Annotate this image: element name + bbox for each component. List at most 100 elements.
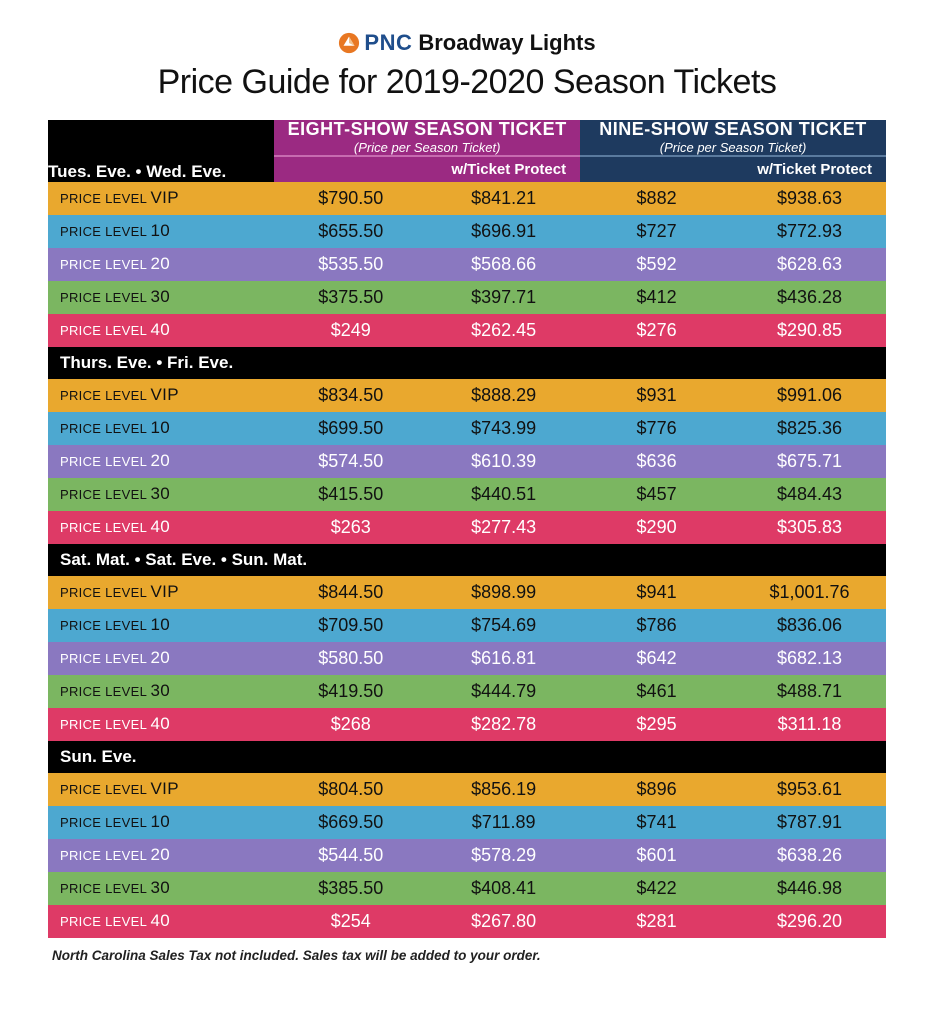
- level-value: VIP: [151, 385, 179, 404]
- price-cell: $682.13: [733, 642, 886, 675]
- section-heading-0: Tues. Eve. • Wed. Eve.: [48, 120, 274, 182]
- price-level-label: PRICE LEVEL 30: [48, 281, 274, 314]
- price-cell: $446.98: [733, 872, 886, 905]
- level-prefix: PRICE LEVEL: [60, 421, 151, 436]
- price-cell: $484.43: [733, 478, 886, 511]
- level-prefix: PRICE LEVEL: [60, 191, 151, 206]
- level-prefix: PRICE LEVEL: [60, 388, 151, 403]
- price-cell: $953.61: [733, 773, 886, 806]
- level-value: 40: [151, 517, 171, 536]
- price-level-label: PRICE LEVEL 10: [48, 609, 274, 642]
- price-level-label: PRICE LEVEL VIP: [48, 379, 274, 412]
- price-cell: $636: [580, 445, 733, 478]
- table-row: PRICE LEVEL 40$254$267.80$281$296.20: [48, 905, 886, 938]
- price-cell: $254: [274, 905, 427, 938]
- price-level-label: PRICE LEVEL 20: [48, 642, 274, 675]
- table-row: PRICE LEVEL 40$249$262.45$276$290.85: [48, 314, 886, 347]
- table-row: PRICE LEVEL 10$699.50$743.99$776$825.36: [48, 412, 886, 445]
- level-prefix: PRICE LEVEL: [60, 782, 151, 797]
- price-cell: $601: [580, 839, 733, 872]
- level-value: 40: [151, 714, 171, 733]
- table-row: PRICE LEVEL 30$385.50$408.41$422$446.98: [48, 872, 886, 905]
- level-value: VIP: [151, 188, 179, 207]
- level-value: 40: [151, 320, 171, 339]
- price-cell: $419.50: [274, 675, 427, 708]
- price-cell: $408.41: [427, 872, 580, 905]
- price-cell: $776: [580, 412, 733, 445]
- price-cell: $412: [580, 281, 733, 314]
- price-cell: $440.51: [427, 478, 580, 511]
- table-row: PRICE LEVEL 10$669.50$711.89$741$787.91: [48, 806, 886, 839]
- price-cell: $488.71: [733, 675, 886, 708]
- price-cell: $461: [580, 675, 733, 708]
- level-value: 20: [151, 254, 171, 273]
- table-row: PRICE LEVEL 40$263$277.43$290$305.83: [48, 511, 886, 544]
- section-heading-3: Sun. Eve.: [48, 741, 886, 773]
- price-cell: $754.69: [427, 609, 580, 642]
- price-cell: $834.50: [274, 379, 427, 412]
- level-prefix: PRICE LEVEL: [60, 290, 151, 305]
- price-cell: $436.28: [733, 281, 886, 314]
- level-prefix: PRICE LEVEL: [60, 323, 151, 338]
- price-cell: $444.79: [427, 675, 580, 708]
- price-cell: $931: [580, 379, 733, 412]
- level-value: 30: [151, 287, 171, 306]
- price-cell: $938.63: [733, 182, 886, 215]
- page-title: Price Guide for 2019-2020 Season Tickets: [48, 63, 886, 102]
- package-subtitle: (Price per Season Ticket): [580, 140, 886, 155]
- price-cell: $616.81: [427, 642, 580, 675]
- price-cell: $772.93: [733, 215, 886, 248]
- price-cell: $655.50: [274, 215, 427, 248]
- price-level-label: PRICE LEVEL 30: [48, 478, 274, 511]
- column-subheader: [580, 156, 733, 182]
- price-cell: $263: [274, 511, 427, 544]
- level-prefix: PRICE LEVEL: [60, 585, 151, 600]
- price-level-label: PRICE LEVEL 40: [48, 511, 274, 544]
- price-cell: $696.91: [427, 215, 580, 248]
- price-cell: $422: [580, 872, 733, 905]
- table-row: PRICE LEVEL 30$415.50$440.51$457$484.43: [48, 478, 886, 511]
- column-subheader: w/Ticket Protect: [733, 156, 886, 182]
- level-value: 10: [151, 615, 171, 634]
- level-value: 30: [151, 681, 171, 700]
- price-cell: $268: [274, 708, 427, 741]
- table-row: PRICE LEVEL 20$544.50$578.29$601$638.26: [48, 839, 886, 872]
- level-prefix: PRICE LEVEL: [60, 815, 151, 830]
- price-level-label: PRICE LEVEL 20: [48, 445, 274, 478]
- price-level-label: PRICE LEVEL 10: [48, 215, 274, 248]
- price-cell: $574.50: [274, 445, 427, 478]
- price-cell: $415.50: [274, 478, 427, 511]
- price-level-label: PRICE LEVEL 40: [48, 708, 274, 741]
- level-prefix: PRICE LEVEL: [60, 224, 151, 239]
- table-row: PRICE LEVEL VIP$790.50$841.21$882$938.63: [48, 182, 886, 215]
- price-cell: $804.50: [274, 773, 427, 806]
- price-cell: $675.71: [733, 445, 886, 478]
- price-cell: $741: [580, 806, 733, 839]
- level-prefix: PRICE LEVEL: [60, 520, 151, 535]
- price-cell: $295: [580, 708, 733, 741]
- level-value: 40: [151, 911, 171, 930]
- table-row: PRICE LEVEL 20$574.50$610.39$636$675.71: [48, 445, 886, 478]
- package-header-nine: NINE-SHOW SEASON TICKET(Price per Season…: [580, 120, 886, 156]
- price-level-label: PRICE LEVEL 30: [48, 872, 274, 905]
- price-level-label: PRICE LEVEL 20: [48, 248, 274, 281]
- level-value: 30: [151, 484, 171, 503]
- level-value: 20: [151, 451, 171, 470]
- level-prefix: PRICE LEVEL: [60, 487, 151, 502]
- price-cell: $669.50: [274, 806, 427, 839]
- level-value: VIP: [151, 582, 179, 601]
- price-cell: $790.50: [274, 182, 427, 215]
- level-value: 20: [151, 648, 171, 667]
- level-prefix: PRICE LEVEL: [60, 848, 151, 863]
- price-cell: $311.18: [733, 708, 886, 741]
- section-heading-2: Sat. Mat. • Sat. Eve. • Sun. Mat.: [48, 544, 886, 576]
- table-row: PRICE LEVEL 10$655.50$696.91$727$772.93: [48, 215, 886, 248]
- table-row: PRICE LEVEL 20$535.50$568.66$592$628.63: [48, 248, 886, 281]
- column-subheader: [274, 156, 427, 182]
- level-prefix: PRICE LEVEL: [60, 881, 151, 896]
- price-level-label: PRICE LEVEL 20: [48, 839, 274, 872]
- price-cell: $856.19: [427, 773, 580, 806]
- price-level-label: PRICE LEVEL VIP: [48, 576, 274, 609]
- price-cell: $580.50: [274, 642, 427, 675]
- pnc-text: PNC: [364, 30, 412, 56]
